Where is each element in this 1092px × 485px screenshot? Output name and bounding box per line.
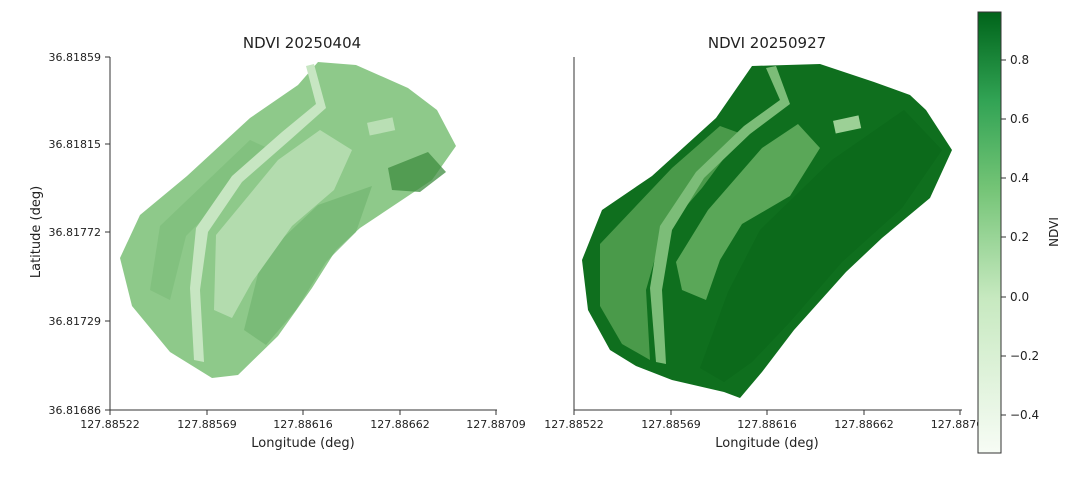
- colorbar: 0.8 0.6 0.4 0.2 0.0 −0.2 −0.4 NDVI: [977, 11, 1061, 454]
- x-tick-label: 127.88616: [273, 418, 333, 431]
- canopy: [700, 110, 942, 382]
- x-tick-label: 127.88569: [177, 418, 237, 431]
- colorbar-tick-label: 0.2: [1010, 230, 1029, 244]
- chart-title: NDVI 20250927: [708, 34, 826, 52]
- y-tick-label: 36.81686: [49, 404, 102, 417]
- road: [650, 66, 790, 364]
- x-tick-label: 127.88662: [370, 418, 430, 431]
- colorbar-tick-label: 0.4: [1010, 171, 1029, 185]
- panel-ndvi-20250404: NDVI 20250404 36.81686 36.81729 36.81772…: [29, 34, 526, 451]
- light-field: [676, 124, 820, 300]
- colorbar-label: NDVI: [1047, 217, 1061, 247]
- y-axis-ticks: 36.81686 36.81729 36.81772 36.81815 36.8…: [49, 51, 110, 417]
- colorbar-tick-label: 0.6: [1010, 112, 1029, 126]
- y-tick-label: 36.81859: [49, 51, 102, 64]
- ndvi-raster: [582, 64, 952, 398]
- y-axis-label: Latitude (deg): [29, 186, 44, 278]
- colorbar-gradient: [977, 11, 1002, 454]
- panel-ndvi-20250927: NDVI 20250927 127.88522 127.88569 127.88…: [544, 34, 983, 451]
- colorbar-tick-label: 0.0: [1010, 290, 1029, 304]
- x-tick-label: 127.88709: [466, 418, 526, 431]
- y-tick-label: 36.81729: [49, 315, 102, 328]
- x-axis-label: Longitude (deg): [715, 436, 818, 451]
- dark-patch: [388, 152, 446, 192]
- building: [833, 115, 862, 134]
- x-tick-label: 127.8870: [931, 418, 984, 431]
- x-tick-label: 127.88569: [641, 418, 701, 431]
- chart-title: NDVI 20250404: [243, 34, 361, 52]
- colorbar-tick-label: 0.8: [1010, 53, 1029, 67]
- x-tick-label: 127.88662: [834, 418, 894, 431]
- x-axis-ticks: 127.88522 127.88569 127.88616 127.88662 …: [544, 410, 983, 431]
- x-axis-ticks: 127.88522 127.88569 127.88616 127.88662 …: [80, 410, 526, 431]
- colorbar-ticks: 0.8 0.6 0.4 0.2 0.0 −0.2 −0.4: [1001, 53, 1039, 422]
- colorbar-tick-label: −0.2: [1010, 349, 1039, 363]
- x-axis-label: Longitude (deg): [251, 436, 354, 451]
- y-tick-label: 36.81772: [49, 226, 102, 239]
- building: [367, 117, 396, 136]
- x-tick-label: 127.88522: [544, 418, 604, 431]
- light-field: [214, 130, 352, 318]
- ndvi-raster: [120, 62, 456, 378]
- road: [190, 64, 326, 362]
- terrace-strip: [600, 126, 742, 360]
- forest-patch: [244, 186, 372, 345]
- x-tick-label: 127.88616: [737, 418, 797, 431]
- y-tick-label: 36.81815: [49, 138, 102, 151]
- colorbar-tick-label: −0.4: [1010, 408, 1039, 422]
- x-tick-label: 127.88522: [80, 418, 140, 431]
